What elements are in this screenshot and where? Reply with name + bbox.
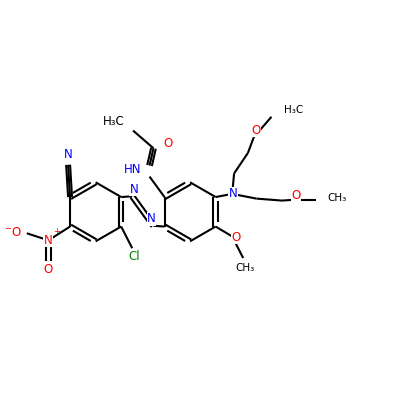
- Text: CH₃: CH₃: [236, 263, 255, 273]
- Text: Cl: Cl: [128, 250, 140, 263]
- Text: O: O: [232, 231, 241, 244]
- Text: N: N: [130, 183, 138, 196]
- Text: N: N: [64, 148, 72, 162]
- Text: O: O: [164, 137, 173, 150]
- Text: H₃C: H₃C: [103, 115, 124, 128]
- Text: CH₃: CH₃: [327, 193, 346, 203]
- Text: $^{-}$O: $^{-}$O: [4, 226, 22, 239]
- Text: N: N: [44, 234, 53, 247]
- Text: HN: HN: [123, 163, 141, 176]
- Text: O: O: [292, 188, 301, 202]
- Text: O: O: [44, 263, 53, 276]
- Text: N: N: [147, 212, 156, 225]
- Text: H₃C: H₃C: [284, 105, 303, 115]
- Text: N: N: [228, 188, 237, 200]
- Text: O: O: [251, 124, 260, 137]
- Text: +: +: [54, 227, 60, 236]
